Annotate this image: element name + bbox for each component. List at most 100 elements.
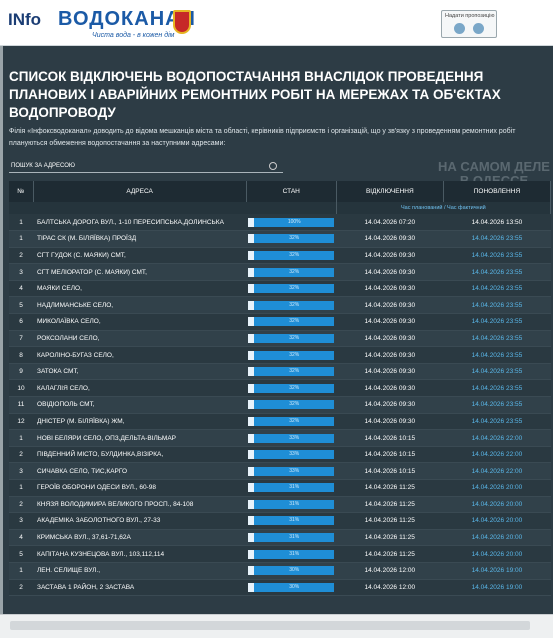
progress: 33% bbox=[248, 466, 335, 476]
cell: 32% bbox=[246, 379, 337, 398]
progress: 32% bbox=[248, 416, 335, 426]
progress: 32% bbox=[248, 350, 335, 360]
cell: 5 bbox=[9, 296, 34, 315]
cell: 6 bbox=[9, 313, 34, 331]
cell: СГТ МЕЛІОРАТОР (С. МАЯКИ) СМТ, bbox=[33, 263, 247, 281]
cell: 3 bbox=[9, 512, 34, 530]
table-row: 11 ОВІДІОПОЛЬ СМТ, 32% 14.04.2026 09:30 14.0… bbox=[9, 396, 551, 414]
cell: 14.04.2026 20:00 bbox=[443, 496, 551, 514]
progress: 32% bbox=[248, 367, 335, 377]
cell: 32% bbox=[246, 396, 337, 414]
cell: 33% bbox=[246, 429, 337, 447]
cell: 32% bbox=[246, 330, 337, 348]
icon[interactable] bbox=[473, 23, 484, 34]
cell: 2 bbox=[9, 496, 34, 514]
table-row: 5 КАПІТАНА КУЗНЕЦОВА ВУЛ., 103,112,114 31%… bbox=[9, 545, 551, 563]
cell: 14.04.2026 09:30 bbox=[336, 280, 444, 298]
icon[interactable] bbox=[454, 23, 465, 34]
progress: 31% bbox=[248, 549, 335, 559]
table-row: 1 БАЛТСЬКА ДОРОГА ВУЛ., 1-10 ПЕРЕСИПСЬКА,… bbox=[9, 214, 551, 232]
cell: 14.04.2026 09:30 bbox=[336, 247, 444, 265]
cell: 3 bbox=[9, 263, 34, 281]
cell: 14.04.2026 09:30 bbox=[336, 296, 444, 315]
table-row: 7 РОКСОЛАНИ СЕЛО, 32% 14.04.2026 09:30 14.04… bbox=[9, 330, 551, 348]
cell: 14.04.2026 09:30 bbox=[336, 330, 444, 348]
cell: 14.04.2026 10:15 bbox=[336, 462, 444, 480]
offer-box[interactable]: Надати пропозицію bbox=[441, 10, 497, 38]
progress: 32% bbox=[248, 317, 335, 327]
cell: 14.04.2026 11:25 bbox=[336, 479, 444, 497]
cell: 14.04.2026 11:25 bbox=[336, 545, 444, 563]
cell: 1 bbox=[9, 479, 34, 497]
cell: 14.04.2026 23:55 bbox=[443, 396, 551, 414]
cell: 14.04.2026 10:15 bbox=[336, 429, 444, 447]
cell: 32% bbox=[246, 280, 337, 298]
table-row: 10 КАЛАГЛІЯ СЕЛО, 32% 14.04.2026 09:30 14.04… bbox=[9, 379, 551, 398]
logo[interactable]: INfo bbox=[8, 10, 42, 29]
cell: ПІВДЕННИЙ МІСТО, БУЛДИНКА,ВІЗІРКА, bbox=[33, 446, 247, 464]
table-row: 2 КНЯЗЯ ВОЛОДИМИРА ВЕЛИКОГО ПРОСП., 84-10… bbox=[9, 496, 551, 514]
cell: 14.04.2026 22:00 bbox=[443, 446, 551, 464]
table-row: 8 КАРОЛІНО-БУГАЗ СЕЛО, 32% 14.04.2026 09:30… bbox=[9, 346, 551, 364]
cell: 30% bbox=[246, 562, 337, 580]
cell: КАРОЛІНО-БУГАЗ СЕЛО, bbox=[33, 346, 247, 364]
cell: 14.04.2026 09:30 bbox=[336, 379, 444, 398]
cell: 30% bbox=[246, 579, 337, 597]
table-row: 2 СГТ ГУДОК (С. МАЯКИ) СМТ, 32% 14.04.2026 … bbox=[9, 247, 551, 265]
title: СПИСОК ВІДКЛЮЧЕНЬ ВОДОПОСТАЧАННЯ ВНАСЛІД… bbox=[9, 69, 501, 120]
progress: 32% bbox=[248, 250, 335, 260]
cell: 32% bbox=[246, 363, 337, 381]
cell: 33% bbox=[246, 446, 337, 464]
cell: 5 bbox=[9, 545, 34, 563]
brand[interactable]: ВОДОКАНАЛ bbox=[58, 8, 196, 30]
cell: 14.04.2026 23:55 bbox=[443, 313, 551, 331]
progress: 30% bbox=[248, 582, 335, 592]
cell: 1 bbox=[9, 214, 34, 232]
search-input[interactable]: ПОШУК ЗА АДРЕСОЮ bbox=[9, 159, 283, 173]
table-row: 1 ГЕРОЇВ ОБОРОНИ ОДЕСИ ВУЛ., 60-98 31% 14.0… bbox=[9, 479, 551, 497]
cell: 32% bbox=[246, 296, 337, 315]
content: СПИСОК ВІДКЛЮЧЕНЬ ВОДОПОСТАЧАННЯ ВНАСЛІД… bbox=[0, 46, 553, 614]
cell: 31% bbox=[246, 512, 337, 530]
cell: 14.04.2026 09:30 bbox=[336, 396, 444, 414]
table-row: 6 МИКОЛАЇВКА СЕЛО, 32% 14.04.2026 09:30 14.0… bbox=[9, 313, 551, 331]
cell: 8 bbox=[9, 346, 34, 364]
cell: 14.04.2026 10:15 bbox=[336, 446, 444, 464]
cell: 14.04.2026 23:55 bbox=[443, 330, 551, 348]
cell: 2 bbox=[9, 579, 34, 597]
table-row: 9 ЗАТОКА СМТ, 32% 14.04.2026 09:30 14.04.202… bbox=[9, 363, 551, 381]
progress: 32% bbox=[248, 300, 335, 310]
cell: 14.04.2026 19:00 bbox=[443, 562, 551, 580]
cell: 14.04.2026 09:30 bbox=[336, 363, 444, 381]
cell: 14.04.2026 20:00 bbox=[443, 512, 551, 530]
coat-of-arms bbox=[173, 10, 191, 34]
cell: 14.04.2026 20:00 bbox=[443, 545, 551, 563]
cell: 32% bbox=[246, 346, 337, 364]
table-row: 1 НОВІ БЕЛЯРИ СЕЛО, ОПЗ,ДЕЛЬТА-ВІЛЬМАР 33%… bbox=[9, 429, 551, 447]
cell: 100% bbox=[246, 214, 337, 232]
cell: 14.04.2026 12:00 bbox=[336, 562, 444, 580]
cell: 14.04.2026 23:55 bbox=[443, 363, 551, 381]
column-header: ВІДКЛЮЧЕННЯ bbox=[336, 181, 444, 202]
cell: 1 bbox=[9, 562, 34, 580]
scroll-thumb[interactable] bbox=[10, 621, 530, 630]
cell: 14.04.2026 12:00 bbox=[336, 579, 444, 597]
slogan: Чиста вода - в кожен дім bbox=[92, 32, 175, 39]
cell: 14.04.2026 23:55 bbox=[443, 263, 551, 281]
cell: 32% bbox=[246, 313, 337, 331]
cell: СГТ ГУДОК (С. МАЯКИ) СМТ, bbox=[33, 247, 247, 265]
cell: 32% bbox=[246, 230, 337, 248]
table-row: 5 НАДЛИМАНСЬКЕ СЕЛО, 32% 14.04.2026 09:30 14… bbox=[9, 296, 551, 315]
cell: 14.04.2026 11:25 bbox=[336, 496, 444, 514]
cell: ЗАСТАВА 1 РАЙОН, 2 ЗАСТАВА bbox=[33, 579, 247, 597]
progress: 31% bbox=[248, 499, 335, 509]
cell: 12 bbox=[9, 413, 34, 431]
offer-label: Надати пропозицію bbox=[445, 13, 495, 19]
scrollbar[interactable] bbox=[0, 614, 553, 638]
cell: НАДЛИМАНСЬКЕ СЕЛО, bbox=[33, 296, 247, 315]
cell: 14.04.2026 19:00 bbox=[443, 579, 551, 597]
cell: 31% bbox=[246, 479, 337, 497]
cell: 14.04.2026 22:00 bbox=[443, 429, 551, 447]
progress: 31% bbox=[248, 516, 335, 526]
site-header: INfo ВОДОКАНАЛ Чиста вода - в кожен дім … bbox=[0, 0, 553, 46]
